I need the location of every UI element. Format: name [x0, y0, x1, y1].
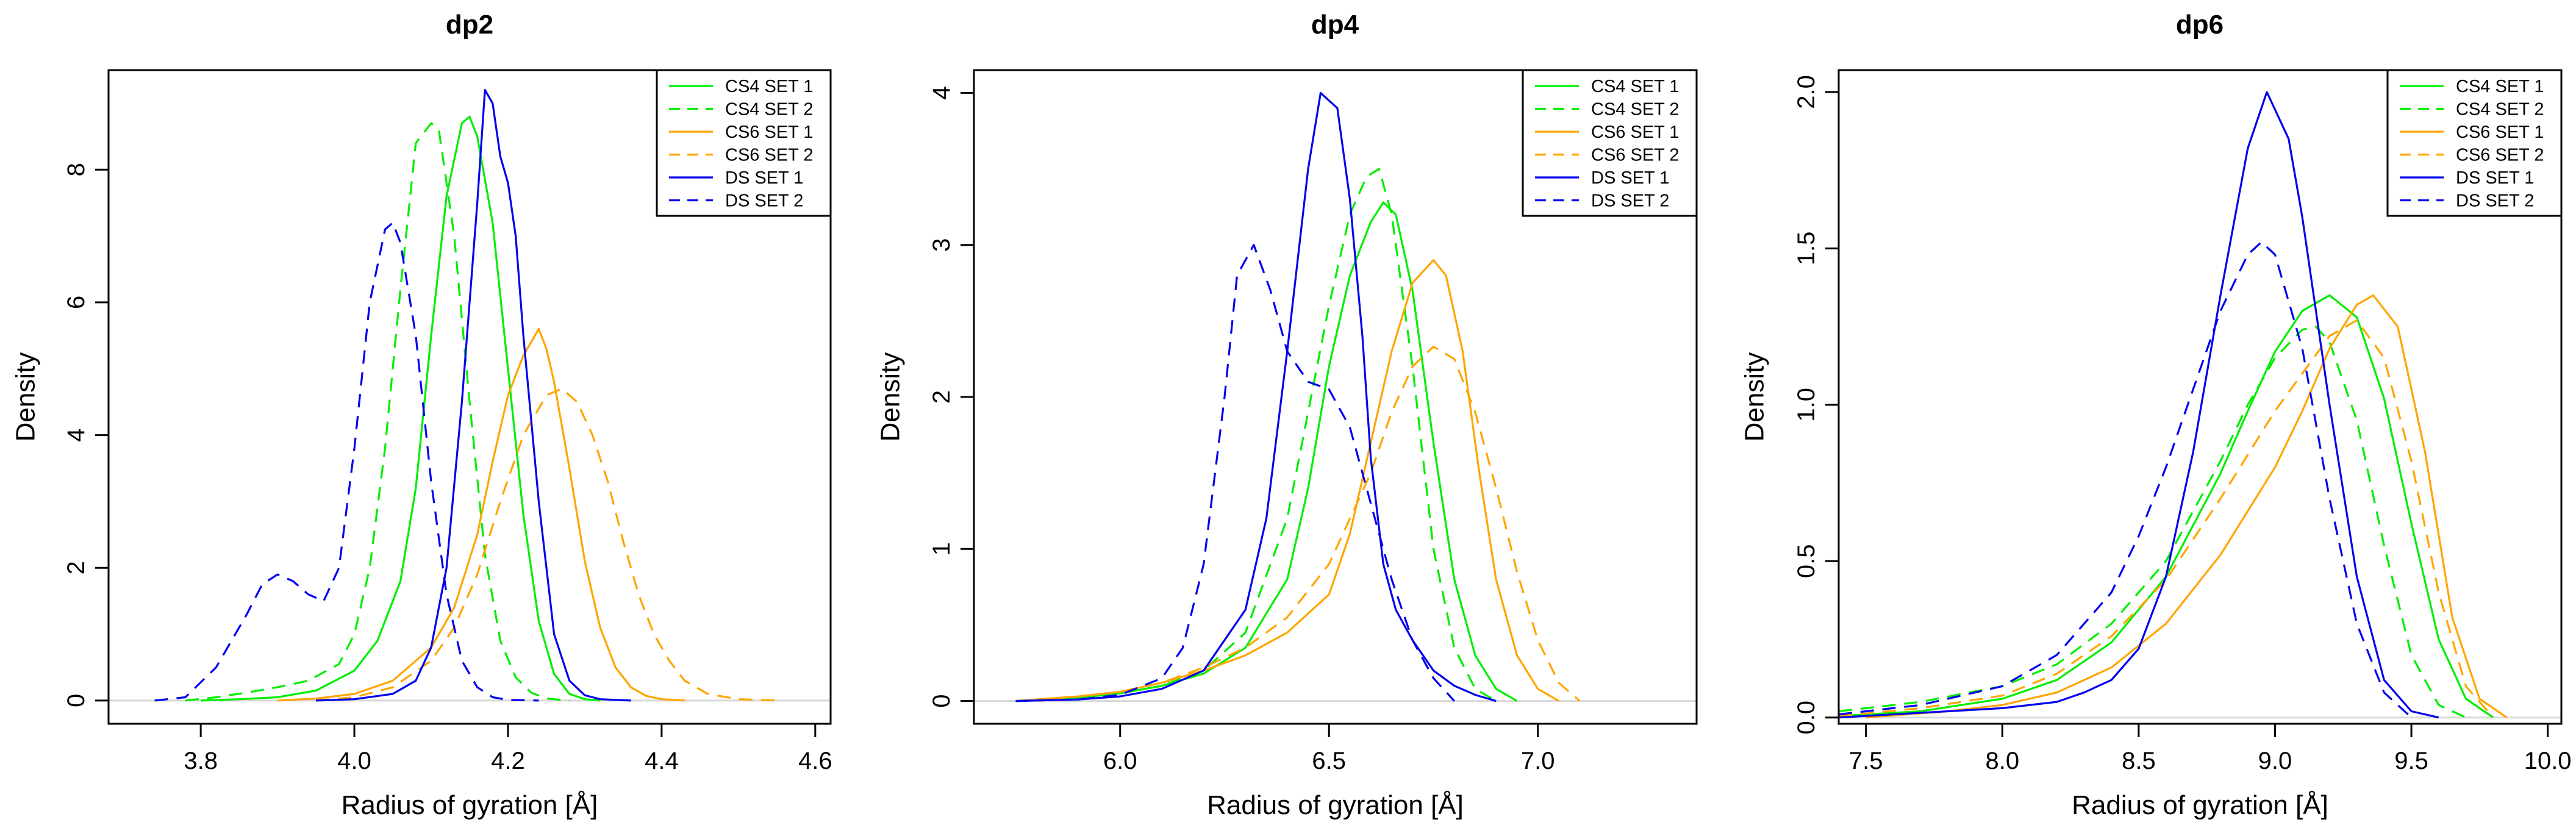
x-tick-label: 9.5 [2394, 748, 2428, 774]
legend: CS4 SET 1 CS4 SET 2 CS6 SET 1 CS6 SET 2 DS S… [656, 69, 832, 217]
series-line-cs6-set-2 [315, 387, 777, 702]
series-line-cs4-set-1 [1838, 294, 2494, 719]
legend-label: CS6 SET 2 [1591, 146, 1680, 165]
legend-box [1522, 69, 1698, 217]
legend-label: CS6 SET 2 [725, 146, 814, 165]
y-tick-label: 2 [928, 390, 955, 404]
legend-label: CS6 SET 1 [2456, 123, 2544, 142]
x-tick-label: 7.5 [1849, 748, 1883, 774]
x-tick-label: 8.0 [1985, 748, 2019, 774]
series-line-cs4-set-2 [1015, 168, 1497, 702]
legend-label: CS4 SET 1 [725, 77, 814, 96]
series-line-cs4-set-1 [201, 115, 601, 702]
x-tick-label: 6.5 [1312, 748, 1346, 774]
legend-label: CS4 SET 2 [725, 100, 814, 120]
x-tick-label: 7.0 [1521, 748, 1555, 774]
series-line-ds-set-1 [1838, 91, 2439, 719]
x-tick-label: 4.0 [337, 748, 371, 774]
legend-label: CS4 SET 1 [1591, 77, 1680, 96]
x-axis-label: Radius of gyration [Å] [1207, 790, 1464, 820]
y-tick-label: 1.0 [1793, 388, 1820, 422]
x-tick-label: 4.2 [491, 748, 525, 774]
series-line-ds-set-1 [316, 89, 631, 702]
y-tick-label: 3 [928, 238, 955, 252]
x-axis-label: Radius of gyration [Å] [2072, 790, 2328, 820]
series-line-cs6-set-2 [1838, 319, 2494, 718]
y-tick-label: 6 [63, 296, 90, 309]
legend-label: CS4 SET 1 [2456, 77, 2544, 96]
legend-label: CS6 SET 1 [725, 123, 814, 142]
legend-box [2386, 69, 2563, 217]
legend-box [656, 69, 832, 217]
y-tick-label: 2 [63, 561, 90, 574]
chart-panel-dp4: dp4 6.0 6.5 7.0 0 1 2 3 4 Radius of gyration [Å] D… [876, 10, 1698, 820]
x-axis-label: Radius of gyration [Å] [342, 790, 598, 820]
x-tick-label: 8.5 [2122, 748, 2156, 774]
y-tick-label: 1 [928, 542, 955, 555]
legend-label: DS SET 2 [1591, 191, 1669, 211]
series-line-ds-set-2 [1838, 241, 2413, 718]
legend: CS4 SET 1 CS4 SET 2 CS6 SET 1 CS6 SET 2 DS S… [2386, 69, 2563, 217]
y-tick-label: 1.5 [1793, 232, 1820, 266]
legend-label: CS4 SET 2 [2456, 100, 2544, 120]
legend-label: CS6 SET 1 [1591, 123, 1680, 142]
legend-label: DS SET 1 [1591, 168, 1669, 188]
legend-label: CS4 SET 2 [1591, 100, 1680, 120]
series-line-cs4-set-1 [1015, 201, 1518, 702]
series-line-cs6-set-1 [277, 327, 685, 702]
chart-title: dp6 [2176, 10, 2224, 40]
chart-panel-dp2: dp2 3.8 4.0 4.2 4.4 4.6 0 2 4 6 8 Radius of gyratio… [11, 10, 832, 820]
y-axis-label: Density [11, 352, 41, 442]
chart-panel-dp6: dp6 7.5 8.0 8.5 9.0 9.5 10.0 0.0 0.5 1.0 1.5 2.0 Rad… [1740, 10, 2572, 820]
x-tick-label: 10.0 [2524, 748, 2572, 774]
series-line-cs6-set-1 [1015, 259, 1559, 702]
series-line-ds-set-2 [1015, 244, 1455, 702]
x-tick-label: 6.0 [1103, 748, 1137, 774]
y-tick-label: 8 [63, 163, 90, 176]
series-line-cs4-set-2 [1838, 326, 2467, 719]
series-line-ds-set-2 [154, 221, 539, 702]
legend-label: DS SET 1 [2456, 168, 2534, 188]
legend-label: CS6 SET 2 [2456, 146, 2544, 165]
series-line-ds-set-1 [1015, 91, 1497, 702]
y-tick-label: 4 [928, 86, 955, 99]
plot-frame [107, 69, 832, 725]
legend-label: DS SET 2 [725, 191, 803, 211]
legend-label: DS SET 1 [725, 168, 803, 188]
y-tick-label: 0 [928, 694, 955, 707]
series-line-cs6-set-2 [1015, 346, 1581, 702]
legend: CS4 SET 1 CS4 SET 2 CS6 SET 1 CS6 SET 2 DS S… [1522, 69, 1698, 217]
y-axis-label: Density [876, 352, 906, 442]
legend-label: DS SET 2 [2456, 191, 2534, 211]
y-tick-label: 4 [63, 428, 90, 441]
y-axis-label: Density [1740, 352, 1770, 442]
y-tick-label: 2.0 [1793, 75, 1820, 109]
series-line-cs4-set-2 [185, 122, 570, 702]
chart-title: dp4 [1311, 10, 1359, 40]
x-tick-label: 3.8 [184, 748, 218, 774]
y-tick-label: 0.5 [1793, 544, 1820, 578]
x-tick-label: 4.4 [645, 748, 679, 774]
plot-frame [1837, 69, 2563, 725]
x-tick-label: 9.0 [2258, 748, 2292, 774]
chart-title: dp2 [446, 10, 493, 40]
x-tick-label: 4.6 [798, 748, 832, 774]
y-tick-label: 0 [63, 694, 90, 707]
y-tick-label: 0.0 [1793, 701, 1820, 735]
series-line-cs6-set-1 [1866, 294, 2508, 719]
